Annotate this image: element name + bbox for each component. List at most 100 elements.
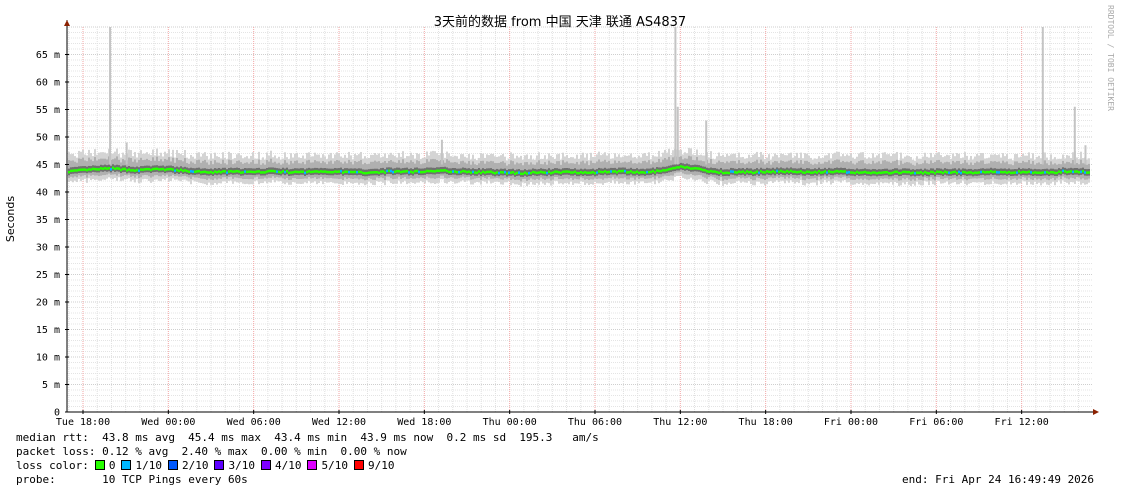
median-point [550, 171, 552, 175]
median-point [890, 171, 892, 175]
median-point [934, 172, 936, 175]
loss-color-label: 3/10 [228, 459, 255, 472]
median-point [282, 170, 284, 173]
y-tick-label: 65 m [36, 50, 60, 61]
median-point [744, 171, 746, 174]
median-point [476, 171, 478, 174]
median-point [862, 171, 864, 174]
median-point [754, 171, 756, 174]
median-point [88, 168, 90, 171]
y-tick-label: 0 [54, 408, 60, 419]
median-point [658, 169, 660, 173]
median-point [376, 171, 378, 174]
median-point [1064, 170, 1066, 173]
median-point [514, 172, 516, 175]
median-point [1008, 170, 1010, 174]
y-tick-label: 45 m [36, 160, 60, 171]
median-point [130, 169, 132, 172]
median-point [872, 171, 874, 174]
median-point [794, 170, 796, 174]
median-point [122, 167, 124, 171]
median-point [796, 170, 798, 174]
median-point [798, 170, 800, 174]
median-point [352, 170, 354, 174]
median-point [516, 171, 518, 175]
median-point [1004, 170, 1006, 174]
median-point [270, 169, 272, 173]
median-point [726, 171, 728, 175]
median-point [652, 169, 654, 173]
median-point [194, 170, 196, 174]
median-point [472, 170, 474, 174]
median-point [696, 167, 698, 170]
median-point [678, 166, 680, 169]
median-point [816, 171, 818, 174]
median-point [134, 169, 136, 173]
median-point [998, 171, 1000, 174]
spike [674, 27, 677, 165]
median-point [1038, 171, 1040, 174]
median-point [572, 171, 574, 174]
median-point [286, 169, 288, 173]
median-point [760, 170, 762, 173]
loss-color-swatch [307, 460, 318, 470]
median-point [918, 171, 920, 175]
median-point [480, 171, 482, 175]
median-point [444, 169, 446, 172]
median-point [664, 169, 666, 172]
loss-color-label: 4/10 [274, 459, 302, 472]
median-point [932, 170, 934, 174]
median-point [864, 170, 866, 174]
median-point [734, 171, 736, 174]
median-point [680, 165, 682, 168]
median-point [828, 170, 830, 173]
median-point [668, 168, 670, 171]
median-point [894, 170, 896, 174]
median-point [1012, 171, 1014, 175]
median-point [380, 170, 382, 173]
median-point [112, 166, 114, 170]
median-point [648, 170, 650, 174]
median-point [520, 172, 522, 176]
median-point [164, 168, 166, 172]
median-point [358, 170, 360, 174]
median-point [908, 170, 910, 174]
x-tick-label: Wed 06:00 [227, 417, 281, 428]
median-point [256, 170, 258, 173]
median-point [160, 168, 162, 171]
median-point [692, 167, 694, 170]
median-point [750, 170, 752, 174]
median-point [1080, 170, 1082, 174]
loss-color-label: 1/10 [135, 459, 162, 472]
median-point [384, 171, 386, 174]
median-point [206, 171, 208, 174]
median-point [954, 170, 956, 174]
y-tick-label: 55 m [36, 105, 60, 116]
median-point [662, 169, 664, 172]
median-point [616, 171, 618, 174]
median-point [260, 171, 262, 174]
median-point [964, 170, 966, 174]
median-point [254, 170, 256, 174]
median-point [684, 166, 686, 169]
median-point [612, 170, 614, 173]
median-point [156, 167, 158, 171]
median-point [320, 170, 322, 173]
median-point [594, 172, 596, 175]
median-point [792, 170, 794, 174]
median-point [650, 170, 652, 174]
median-point [570, 171, 572, 174]
median-point [502, 171, 504, 174]
median-point [170, 167, 172, 171]
median-point [958, 170, 960, 174]
median-point [486, 170, 488, 174]
median-point [1040, 171, 1042, 175]
median-point [740, 170, 742, 174]
median-point [242, 171, 244, 174]
spike [1084, 145, 1087, 165]
median-point [382, 170, 384, 173]
median-point [952, 170, 954, 174]
latency-chart: 0 5 m 10 m 15 m 20 m 25 m 30 m 35 m 40 m 45 m 50 m… [4, 5, 1115, 428]
median-point [496, 171, 498, 174]
median-point [462, 169, 464, 173]
